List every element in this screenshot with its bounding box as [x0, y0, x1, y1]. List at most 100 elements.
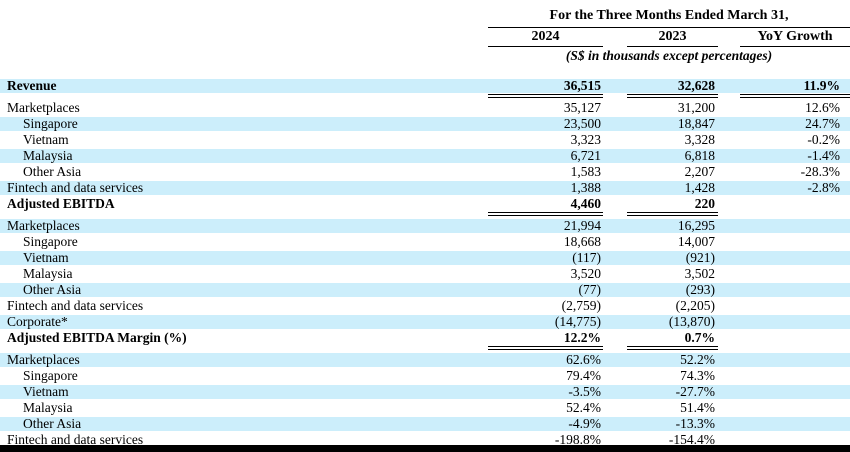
table-row: Marketplaces 62.6% 52.2% [0, 352, 850, 368]
row-label: Singapore [0, 116, 488, 132]
column-gap [718, 234, 740, 250]
value-2024: -3.5% [488, 384, 603, 400]
table-row: Fintech and data services 1,388 1,428 -2.8% [0, 180, 850, 196]
value-2024: (117) [488, 250, 603, 266]
table-row: Adjusted EBITDA 4,460 220 [0, 196, 850, 212]
double-rule-line [627, 346, 718, 350]
column-gap [603, 400, 627, 416]
column-gap [718, 116, 740, 132]
column-header-row: 2024 2023 YoY Growth [0, 28, 850, 47]
value-2024: 23,500 [488, 116, 603, 132]
double-rule-line [488, 94, 603, 98]
column-gap [718, 132, 740, 148]
row-label: Corporate* [0, 314, 488, 330]
column-gap [718, 164, 740, 180]
table-row: Marketplaces 35,127 31,200 12.6% [0, 100, 850, 116]
row-label: Malaysia [23, 266, 73, 281]
column-gap [718, 368, 740, 384]
value-2024: 6,721 [488, 148, 603, 164]
column-gap [603, 234, 627, 250]
value-2023: 6,818 [627, 148, 718, 164]
value-2023: 32,628 [627, 78, 718, 94]
double-underline-2024 [488, 212, 603, 218]
column-gap [603, 282, 627, 298]
double-rule-line [627, 94, 718, 98]
value-yoy-growth: -28.3% [800, 164, 841, 179]
column-gap [718, 400, 740, 416]
value-yoy-growth: 24.7% [740, 116, 850, 132]
value-yoy-growth: 11.9% [740, 78, 850, 94]
column-gap [718, 266, 740, 282]
column-gap [718, 100, 740, 116]
row-label: Fintech and data services [0, 180, 488, 196]
column-gap [718, 330, 740, 346]
column-gap [718, 148, 740, 164]
table-row: Fintech and data services -198.8% -154.4% [0, 432, 850, 448]
table-row: Other Asia 1,583 2,207 -28.3% [0, 164, 850, 180]
value-yoy-growth: 12.6% [805, 100, 841, 115]
column-gap [603, 416, 627, 432]
value-2023: 16,295 [627, 218, 718, 234]
value-yoy-growth [740, 250, 850, 266]
column-gap [603, 164, 627, 180]
value-yoy-growth: -2.8% [740, 180, 850, 196]
double-rule-line [488, 346, 603, 350]
column-gap [718, 28, 740, 47]
double-underline-row [0, 346, 850, 352]
column-gap [603, 368, 627, 384]
value-2024: -198.8% [554, 432, 601, 447]
column-gap [603, 352, 627, 368]
value-yoy-growth [740, 314, 850, 330]
value-yoy-growth [740, 218, 850, 234]
double-underline-2023 [627, 212, 718, 218]
value-2024: 35,127 [563, 100, 601, 115]
column-gap [603, 132, 627, 148]
column-gap [718, 218, 740, 234]
value-2023: -13.3% [627, 416, 718, 432]
value-2024: 3,520 [570, 266, 601, 281]
table-row: Malaysia 6,721 6,818 -1.4% [0, 148, 850, 164]
value-2023: 3,502 [684, 266, 715, 281]
value-2024: 62.6% [488, 352, 603, 368]
value-2024: 21,994 [488, 218, 603, 234]
value-2024: 36,515 [488, 78, 603, 94]
column-gap [718, 352, 740, 368]
table-row: Revenue 36,515 32,628 11.9% [0, 78, 850, 94]
table-bottom-border [0, 445, 850, 452]
table-row: Singapore 23,500 18,847 24.7% [0, 116, 850, 132]
table-row: Vietnam (117) (921) [0, 250, 850, 266]
double-underline-2023 [627, 346, 718, 352]
value-2024: 4,460 [570, 196, 601, 211]
table-row: Adjusted EBITDA Margin (%) 12.2% 0.7% [0, 330, 850, 346]
table-header: For the Three Months Ended March 31, 202… [0, 0, 850, 78]
double-underline-row [0, 212, 850, 218]
value-yoy-growth [740, 266, 850, 282]
value-2024: (77) [488, 282, 603, 298]
table-row: Fintech and data services (2,759) (2,205) [0, 298, 850, 314]
column-gap [603, 384, 627, 400]
row-label: Other Asia [0, 416, 488, 432]
table-row: Other Asia (77) (293) [0, 282, 850, 298]
value-2024: 1,583 [570, 164, 601, 179]
table-body: Revenue 36,515 32,628 11.9% Marketplaces 35,1… [0, 78, 850, 448]
column-header-yoy-growth: YoY Growth [740, 28, 850, 47]
value-2023: 3,328 [684, 132, 715, 147]
column-gap [603, 28, 627, 47]
double-underline-2023 [627, 94, 718, 100]
table-row: Malaysia 52.4% 51.4% [0, 400, 850, 416]
value-2023: 0.7% [684, 330, 715, 345]
column-gap [718, 180, 740, 196]
value-2023: 31,200 [677, 100, 715, 115]
table-row: Singapore 18,668 14,007 [0, 234, 850, 250]
row-label: Fintech and data services [7, 432, 144, 447]
value-yoy-growth [740, 298, 850, 314]
table-row: Vietnam -3.5% -27.7% [0, 384, 850, 400]
value-2023: 18,847 [627, 116, 718, 132]
column-gap [718, 250, 740, 266]
double-rule-line [627, 212, 718, 216]
column-gap [718, 416, 740, 432]
value-yoy-growth [740, 282, 850, 298]
header-label-spacer [0, 0, 488, 28]
row-label: Marketplaces [0, 352, 488, 368]
column-gap [603, 196, 627, 212]
